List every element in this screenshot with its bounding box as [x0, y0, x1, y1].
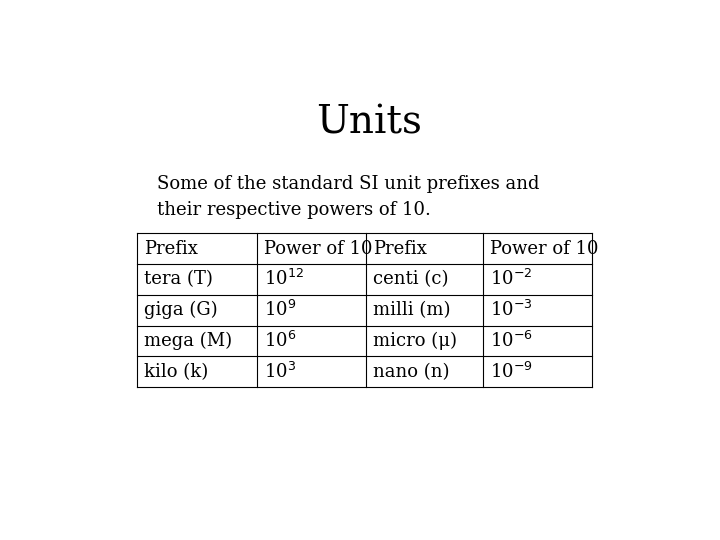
Text: 10$^{12}$: 10$^{12}$	[264, 269, 304, 289]
Text: 10$^{-3}$: 10$^{-3}$	[490, 300, 533, 320]
Text: mega (M): mega (M)	[144, 332, 233, 350]
Text: nano (n): nano (n)	[373, 363, 449, 381]
Text: Some of the standard SI unit prefixes and
their respective powers of 10.: Some of the standard SI unit prefixes an…	[157, 175, 539, 219]
Text: centi (c): centi (c)	[373, 271, 449, 288]
Text: giga (G): giga (G)	[144, 301, 217, 319]
Text: Units: Units	[316, 104, 422, 141]
Text: 10$^{-2}$: 10$^{-2}$	[490, 269, 533, 289]
Text: Prefix: Prefix	[373, 240, 427, 258]
Text: 10$^{-6}$: 10$^{-6}$	[490, 331, 533, 351]
Text: 10$^{3}$: 10$^{3}$	[264, 362, 296, 382]
Text: kilo (k): kilo (k)	[144, 363, 208, 381]
Text: milli (m): milli (m)	[373, 301, 451, 319]
Text: 10$^{9}$: 10$^{9}$	[264, 300, 297, 320]
Text: Prefix: Prefix	[144, 240, 198, 258]
Text: 10$^{-9}$: 10$^{-9}$	[490, 362, 533, 382]
Text: 10$^{6}$: 10$^{6}$	[264, 331, 297, 351]
Text: micro (μ): micro (μ)	[373, 332, 457, 350]
Text: Power of 10: Power of 10	[490, 240, 598, 258]
Text: Power of 10: Power of 10	[264, 240, 372, 258]
Text: tera (T): tera (T)	[144, 271, 213, 288]
